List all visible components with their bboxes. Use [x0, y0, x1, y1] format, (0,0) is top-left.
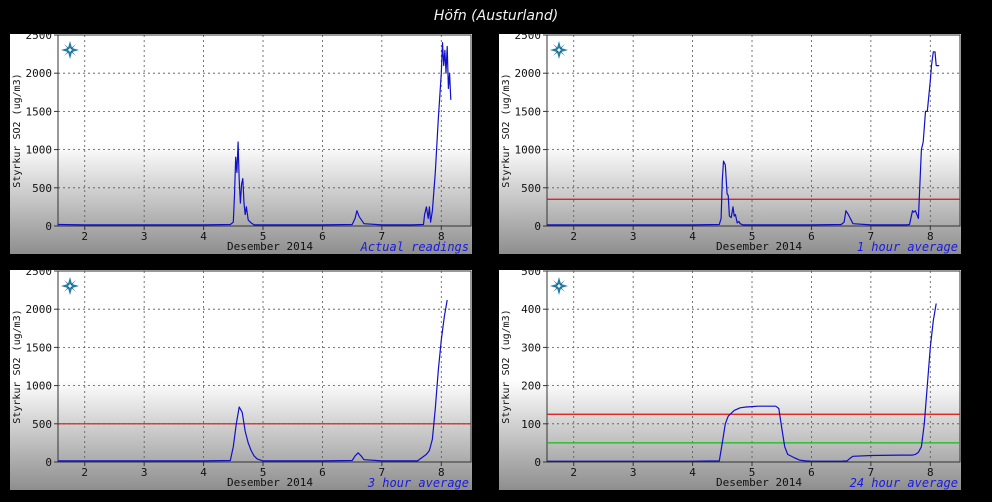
- plot-frame: [57, 270, 472, 463]
- chart-background: [499, 34, 961, 254]
- chart-caption: Actual readings: [360, 240, 469, 254]
- x-tick-label: 2: [570, 230, 577, 243]
- x-tick-label: 5: [749, 466, 756, 479]
- y-tick-label: 1500: [515, 105, 542, 118]
- chart-svg: 0 100 200 300 400 500 2 3 4 5 6 7 8 Desember 2014 Styr…: [499, 265, 961, 490]
- x-tick-label: 2: [81, 466, 88, 479]
- y-tick-label: 1000: [26, 380, 53, 393]
- logo-icon: [61, 41, 79, 59]
- x-axis-label: Desember 2014: [716, 240, 802, 253]
- logo-icon: [550, 277, 568, 295]
- chart-panel-actual: 0 500 1000 1500 2000 2500 2 3 4 5 6 7 8 Desember 2014…: [10, 29, 472, 258]
- y-tick-label: 2500: [515, 34, 542, 42]
- y-tick-label: 300: [521, 341, 541, 354]
- x-tick-label: 3: [141, 230, 148, 243]
- plot-frame: [57, 34, 472, 227]
- x-axis-label: Desember 2014: [227, 476, 313, 489]
- x-tick-label: 7: [379, 230, 386, 243]
- x-tick-label: 3: [630, 466, 637, 479]
- series-line: [58, 299, 448, 462]
- y-tick-label: 2000: [26, 67, 53, 80]
- y-tick-label: 0: [534, 456, 541, 469]
- y-tick-label: 1000: [515, 144, 542, 157]
- y-tick-label: 1000: [26, 144, 53, 157]
- x-tick-label: 2: [570, 466, 577, 479]
- series-line: [547, 303, 937, 462]
- chart-caption: 1 hour average: [857, 240, 958, 254]
- x-axis-label: Desember 2014: [227, 240, 313, 253]
- y-tick-label: 200: [521, 380, 541, 393]
- x-tick-label: 6: [808, 466, 815, 479]
- y-tick-label: 2500: [26, 270, 53, 278]
- y-tick-label: 500: [32, 418, 52, 431]
- y-tick-label: 500: [32, 182, 52, 195]
- chart-svg: 0 500 1000 1500 2000 2500 2 3 4 5 6 7 8 Desember 2014…: [10, 29, 472, 254]
- x-tick-label: 8: [438, 230, 445, 243]
- y-tick-label: 2500: [26, 34, 53, 42]
- chart-svg: 0 500 1000 1500 2000 2500 2 3 4 5 6 7 8 Desember 2014…: [499, 29, 961, 254]
- x-tick-label: 4: [200, 466, 207, 479]
- chart-background: [10, 270, 472, 490]
- chart-background: [499, 270, 961, 490]
- logo-icon: [61, 277, 79, 295]
- x-tick-label: 6: [808, 230, 815, 243]
- chart-caption: 24 hour average: [850, 476, 958, 490]
- plot-frame: [546, 270, 961, 463]
- y-axis-label: Styrkur SO2 (ug/m3): [12, 309, 23, 423]
- series-line: [547, 51, 940, 226]
- chart-svg: 0 500 1000 1500 2000 2500 2 3 4 5 6 7 8 Desember 2014…: [10, 265, 472, 490]
- x-tick-label: 6: [319, 230, 326, 243]
- x-tick-label: 8: [927, 230, 934, 243]
- y-axis-label: Styrkur SO2 (ug/m3): [501, 73, 512, 187]
- y-tick-label: 100: [521, 418, 541, 431]
- x-tick-label: 7: [868, 230, 875, 243]
- chart-panel-1h: 0 500 1000 1500 2000 2500 2 3 4 5 6 7 8 Desember 2014…: [499, 29, 961, 258]
- x-tick-label: 8: [927, 466, 934, 479]
- x-tick-label: 6: [319, 466, 326, 479]
- chart-panel-3h: 0 500 1000 1500 2000 2500 2 3 4 5 6 7 8 Desember 2014…: [10, 265, 472, 494]
- y-axis-label: Styrkur SO2 (ug/m3): [501, 309, 512, 423]
- y-tick-label: 1500: [26, 105, 53, 118]
- y-axis-label: Styrkur SO2 (ug/m3): [12, 73, 23, 187]
- y-tick-label: 500: [521, 182, 541, 195]
- x-tick-label: 5: [749, 230, 756, 243]
- x-axis-label: Desember 2014: [716, 476, 802, 489]
- y-tick-label: 500: [521, 270, 541, 278]
- page-title: Höfn (Austurland): [433, 8, 559, 24]
- x-tick-label: 4: [689, 466, 696, 479]
- y-tick-label: 0: [534, 220, 541, 233]
- logo-icon: [550, 41, 568, 59]
- series-line: [57, 42, 452, 226]
- x-tick-label: 4: [689, 230, 696, 243]
- y-tick-label: 1500: [26, 341, 53, 354]
- x-tick-label: 4: [200, 230, 207, 243]
- y-tick-label: 0: [45, 220, 52, 233]
- plot-frame: [546, 34, 961, 227]
- chart-background: [10, 34, 472, 254]
- y-tick-label: 2000: [515, 67, 542, 80]
- x-tick-label: 3: [630, 230, 637, 243]
- x-tick-label: 8: [438, 466, 445, 479]
- y-tick-label: 400: [521, 303, 541, 316]
- chart-panel-24h: 0 100 200 300 400 500 2 3 4 5 6 7 8 Desember 2014 Styr…: [499, 265, 961, 494]
- x-tick-label: 3: [141, 466, 148, 479]
- x-tick-label: 5: [260, 230, 267, 243]
- chart-caption: 3 hour average: [367, 476, 469, 490]
- y-tick-label: 2000: [26, 303, 53, 316]
- x-tick-label: 2: [81, 230, 88, 243]
- x-tick-label: 5: [260, 466, 267, 479]
- x-tick-label: 7: [868, 466, 875, 479]
- y-tick-label: 0: [45, 456, 52, 469]
- x-tick-label: 7: [379, 466, 386, 479]
